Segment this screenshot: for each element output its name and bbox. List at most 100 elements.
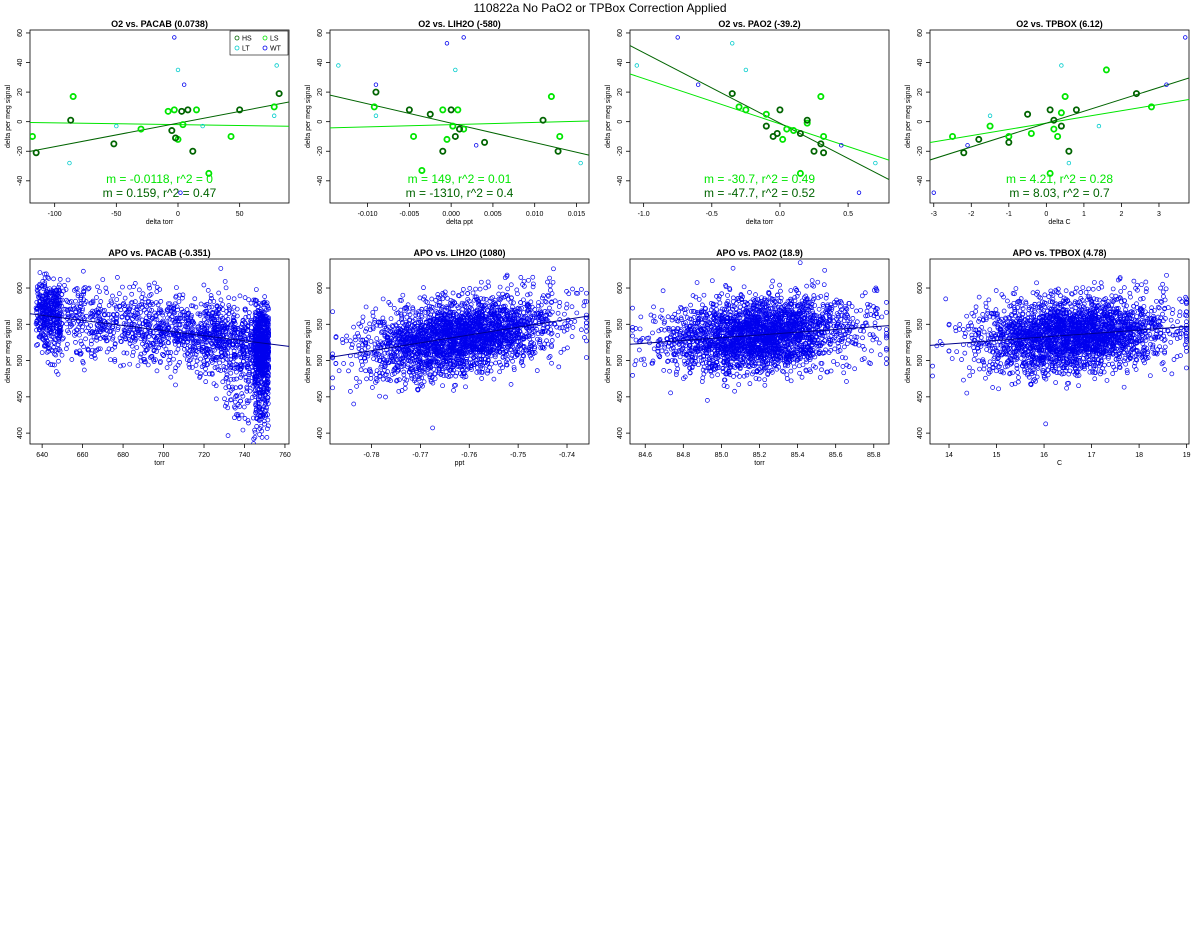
data-point-apo (404, 306, 410, 312)
data-point-apo (570, 325, 576, 330)
data-point-apo (532, 307, 538, 312)
data-point-apo (364, 326, 369, 332)
data-point-lt (1096, 123, 1102, 129)
y-axis-label: delta per meg signal (305, 85, 312, 148)
data-point-apo (74, 286, 80, 291)
data-point-apo (203, 309, 208, 314)
fit-annotation-hs: m = -1310, r^2 = 0.4 (406, 186, 514, 200)
data-point-apo (447, 300, 453, 306)
data-point-apo (113, 304, 119, 310)
data-point-apo (221, 339, 227, 345)
data-point-hs (455, 125, 463, 133)
y-tick-label: 0 (17, 120, 24, 124)
data-point-apo (112, 359, 118, 364)
data-point-apo (527, 320, 533, 326)
data-point-apo (224, 375, 230, 380)
data-point-apo (237, 384, 243, 390)
data-point-apo (88, 338, 94, 344)
data-point-apo (514, 287, 520, 293)
data-point-apo (83, 336, 88, 342)
data-point-apo (197, 313, 203, 318)
data-point-apo (255, 323, 261, 328)
data-point-apo (382, 332, 388, 338)
data-point-apo (549, 360, 554, 366)
data-point-apo (440, 291, 446, 296)
data-point-apo (223, 285, 229, 291)
y-axis-label: delta per meg signal (605, 85, 612, 148)
data-point-apo (521, 345, 527, 350)
data-point-apo (57, 348, 63, 354)
data-point-apo (224, 372, 230, 378)
data-point-apo (62, 314, 68, 320)
data-point-apo (48, 320, 54, 325)
data-point-apo (140, 341, 145, 347)
data-point-apo (234, 393, 240, 399)
data-point-apo (184, 321, 190, 327)
data-point-apo (399, 388, 405, 393)
data-point-apo (187, 364, 192, 370)
data-point-apo (552, 298, 558, 304)
data-point-apo (474, 370, 480, 375)
data-point-apo (561, 328, 567, 334)
data-point-apo (228, 370, 234, 376)
data-point-apo (379, 330, 384, 335)
data-point-lt (578, 160, 583, 166)
x-tick-label: 50 (236, 211, 244, 218)
legend-label-lt: LT (242, 46, 250, 53)
data-point-apo (94, 326, 100, 332)
x-tick-label: 0.005 (484, 211, 502, 218)
data-point-apo (193, 363, 199, 368)
data-point-apo (192, 354, 198, 360)
data-point-apo (474, 294, 479, 300)
data-point-apo (367, 321, 373, 327)
data-point-apo (263, 413, 269, 419)
data-point-apo (242, 351, 248, 357)
data-point-apo (151, 333, 156, 339)
data-point-apo (135, 363, 141, 369)
data-point-apo (52, 340, 57, 346)
data-point-apo (238, 375, 244, 380)
data-point-apo (440, 310, 446, 316)
data-point-apo (42, 332, 47, 338)
data-point-apo (467, 311, 473, 317)
data-point-apo (155, 302, 161, 308)
x-tick-label: 3 (1157, 211, 1161, 218)
data-point-apo (215, 320, 221, 326)
data-point-apo (341, 361, 346, 366)
x-axis-label: delta torr (146, 219, 174, 226)
data-point-apo (178, 338, 184, 344)
data-point-apo (144, 347, 150, 352)
x-tick-label: -0.74 (559, 452, 575, 459)
data-point-apo (126, 307, 132, 313)
data-point-apo (202, 322, 208, 328)
data-point-apo (509, 307, 515, 313)
data-point-apo (217, 360, 222, 366)
data-point-apo (249, 395, 255, 400)
data-point-apo (119, 314, 125, 320)
x-tick-label: 640 (36, 452, 48, 459)
data-point-apo (56, 337, 62, 342)
data-point-apo (402, 386, 408, 391)
data-point-apo (256, 417, 262, 422)
legend-label-ls: LS (270, 36, 279, 43)
data-point-apo (240, 393, 246, 399)
data-point-apo (419, 307, 425, 312)
data-point-apo (148, 354, 154, 359)
data-point-apo (448, 373, 454, 379)
data-point-apo (64, 321, 69, 327)
data-point-apo (143, 318, 149, 324)
data-point-apo (376, 320, 381, 325)
data-point-apo (584, 290, 589, 296)
data-point-apo (89, 300, 94, 305)
data-point-apo (266, 349, 271, 355)
data-point-apo (114, 306, 119, 312)
data-point-apo (52, 294, 58, 299)
data-point-apo (374, 368, 380, 374)
data-point-apo (231, 376, 237, 382)
data-point-apo (546, 293, 551, 299)
data-point-apo (248, 336, 254, 341)
data-point-apo (253, 410, 259, 416)
data-point-hs (1132, 90, 1140, 98)
data-point-apo (98, 329, 104, 334)
